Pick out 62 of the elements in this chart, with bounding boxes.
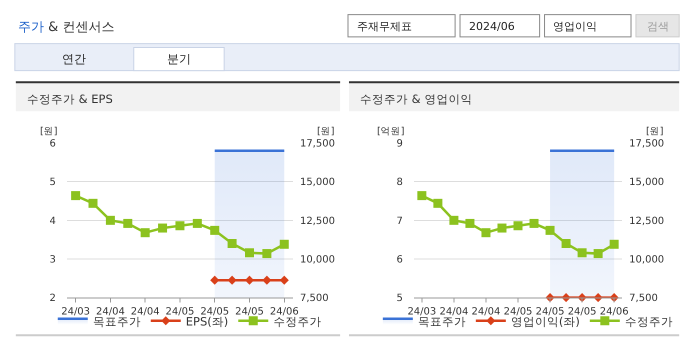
text: 2024/06 (469, 20, 515, 33)
point (88, 198, 98, 208)
y-tick-label: 6 (50, 138, 56, 150)
y2-tick-label: 15,000 (300, 177, 335, 188)
text: 영업이익 (553, 20, 597, 33)
y-tick-label: 7 (396, 216, 403, 227)
point (244, 248, 254, 258)
point (610, 240, 619, 249)
text: 분기 (167, 52, 191, 66)
y-tick-label: 9 (396, 138, 403, 150)
y-tick-label: 6 (396, 254, 403, 266)
point (578, 248, 587, 258)
point (123, 218, 132, 228)
point (530, 218, 539, 228)
point (140, 228, 150, 238)
y-tick-label: 5 (50, 177, 56, 188)
point (497, 224, 506, 233)
y-tick-label: 4 (50, 216, 56, 227)
point (594, 249, 603, 258)
point (158, 224, 168, 233)
point (546, 226, 555, 235)
point (465, 218, 474, 228)
point (210, 226, 220, 235)
point (106, 216, 115, 225)
chart-title: 수정주가 & EPS (27, 92, 113, 106)
y2-axis-title: [원] (646, 126, 664, 137)
y-tick-label: 3 (50, 254, 56, 266)
x-tick-label: 24/03 (61, 306, 90, 318)
point (280, 240, 289, 249)
point (481, 228, 490, 238)
y2-tick-label: 12,500 (300, 216, 335, 227)
y2-tick-label: 7,500 (629, 293, 658, 304)
point (514, 221, 523, 230)
text: 연간 (62, 52, 86, 66)
point (192, 218, 202, 228)
y-axis-title: [원] (40, 126, 58, 137)
y2-tick-label: 7,500 (300, 293, 329, 304)
point (228, 239, 237, 248)
y2-tick-label: 12,500 (629, 216, 664, 227)
y-tick-label: 5 (396, 293, 403, 304)
y-axis-title: [억원] (377, 126, 404, 137)
text: 주재무제표 (357, 20, 412, 33)
point (562, 239, 571, 248)
text: 검색 (647, 20, 669, 33)
x-tick-label: 24/04 (472, 306, 500, 318)
y2-tick-label: 10,000 (300, 254, 335, 266)
point (175, 221, 184, 230)
point (71, 191, 80, 200)
y2-axis-title: [원] (317, 126, 334, 137)
point (433, 198, 442, 208)
point (262, 249, 272, 258)
x-tick-label: 24/05 (235, 306, 264, 318)
point (417, 191, 426, 200)
chart-title: 수정주가 & 영업이익 (360, 92, 472, 106)
y2-tick-label: 10,000 (629, 254, 664, 266)
y-tick-label: 8 (396, 177, 403, 188)
point (449, 216, 458, 225)
y2-tick-label: 17,500 (300, 138, 335, 150)
y2-tick-label: 15,000 (629, 177, 664, 188)
y-tick-label: 2 (50, 293, 56, 304)
y2-tick-label: 17,500 (629, 138, 664, 150)
text: 주가 & 컨센서스 (18, 20, 114, 35)
